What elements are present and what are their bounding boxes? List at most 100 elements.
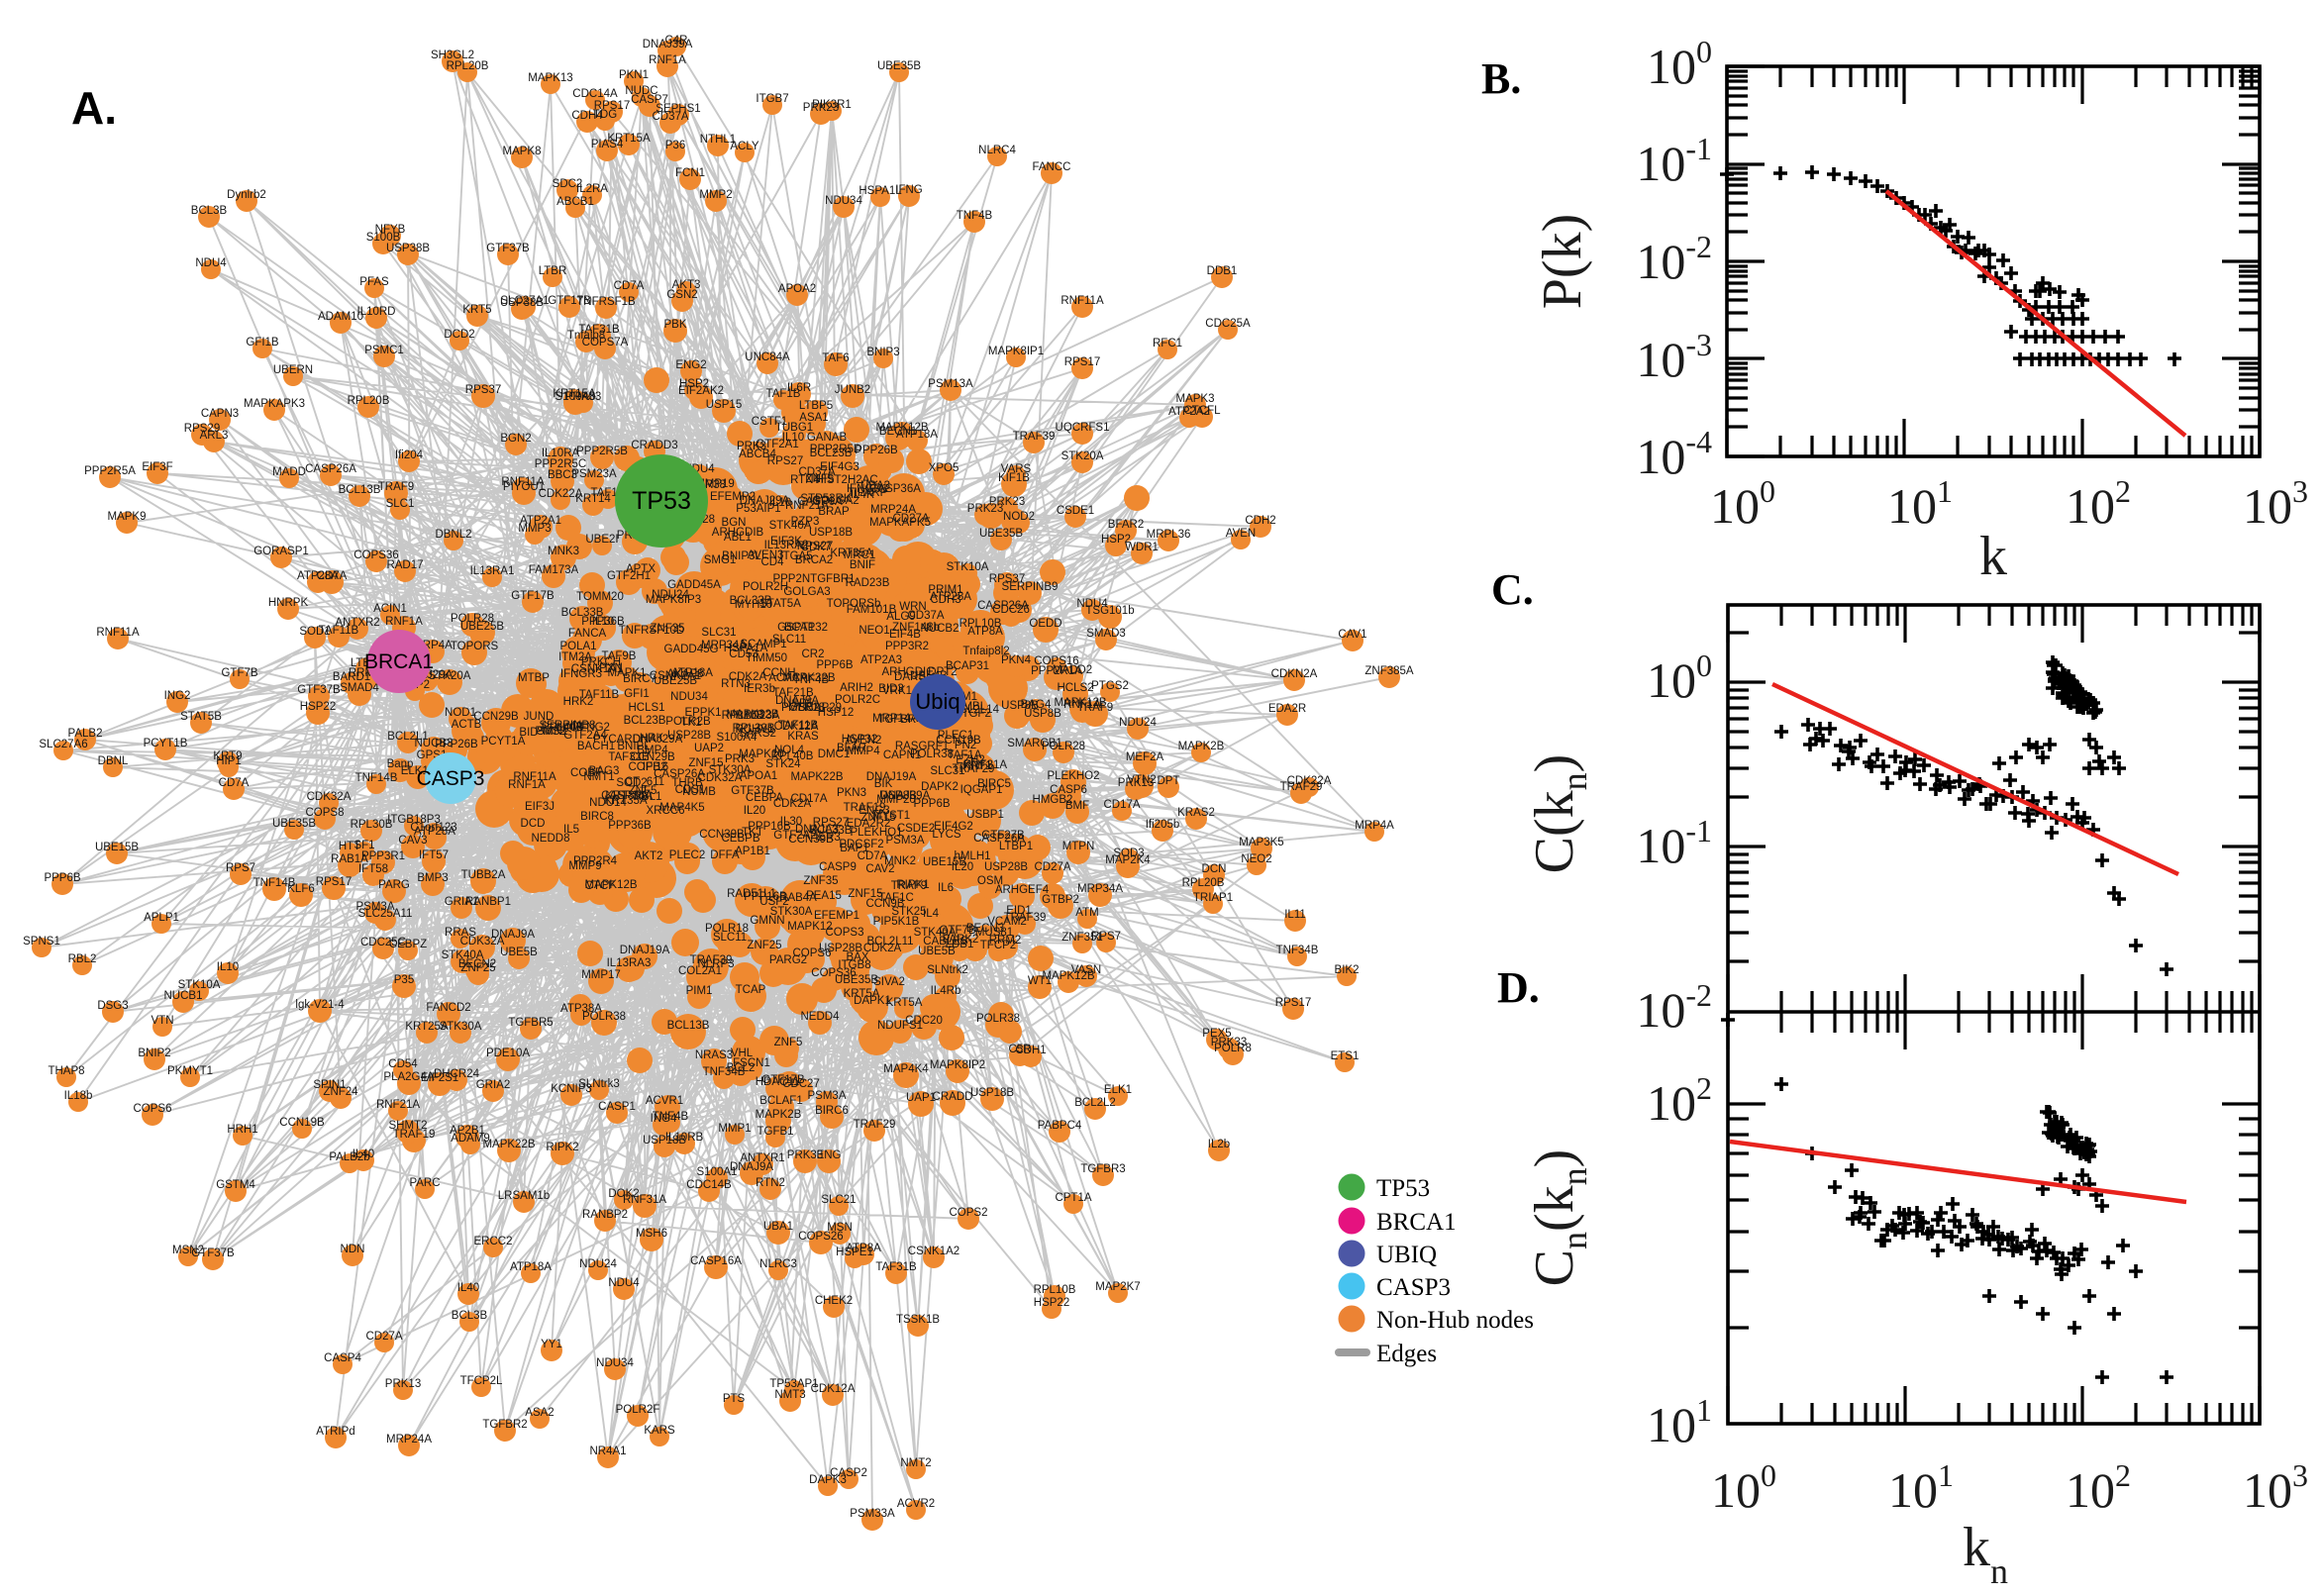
svg-text:MTBP: MTBP [518,672,550,684]
svg-text:SLC25A11: SLC25A11 [358,908,413,920]
svg-text:ANTXR2: ANTXR2 [335,617,379,629]
svg-text:EPPK1: EPPK1 [684,707,721,719]
svg-text:BECN3: BECN3 [966,923,1004,935]
svg-text:C4R: C4R [664,35,687,47]
svg-text:CDK12A: CDK12A [774,721,819,733]
svg-text:RPL20B: RPL20B [1182,877,1225,889]
svg-text:UBERN: UBERN [273,364,313,376]
svg-text:AKT3: AKT3 [672,279,701,291]
svg-text:MRP34A: MRP34A [701,640,747,651]
svg-text:RTN2: RTN2 [756,1177,785,1189]
svg-text:CCNH: CCNH [762,667,795,679]
svg-text:CCN29B: CCN29B [630,751,675,763]
svg-text:DNAJ9A: DNAJ9A [730,1161,773,1173]
svg-text:LTBR: LTBR [539,265,567,277]
svg-text:KARS: KARS [644,1425,675,1437]
svg-text:PLEC1: PLEC1 [938,730,973,742]
svg-text:EID1: EID1 [1006,905,1032,917]
svg-text:BID3: BID3 [878,683,904,695]
svg-text:FCN1: FCN1 [675,167,705,179]
svg-text:VTN: VTN [152,1015,174,1027]
svg-text:MSN2: MSN2 [172,1245,204,1256]
svg-text:RPS27: RPS27 [813,817,849,829]
svg-text:DHCR24: DHCR24 [434,1068,480,1080]
svg-text:KRT5A: KRT5A [844,988,880,1000]
svg-text:YY1: YY1 [541,1339,562,1350]
svg-text:APTX: APTX [626,563,656,575]
svg-text:SLNtrk2: SLNtrk2 [927,964,968,976]
svg-text:CD37A: CD37A [798,466,835,478]
svg-text:CAV2: CAV2 [865,863,894,875]
svg-text:PRKCH: PRKCH [581,656,621,668]
svg-text:UBE15B: UBE15B [95,842,139,853]
svg-text:DNAJ29A: DNAJ29A [633,734,683,746]
svg-text:TUBB2A: TUBB2A [461,869,506,881]
svg-text:PLEKHO1: PLEKHO1 [850,827,902,839]
svg-text:k: k [1979,526,2007,587]
svg-text:TP53AP1: TP53AP1 [769,1378,818,1390]
svg-text:NMT2: NMT2 [900,1457,931,1469]
svg-text:POLA1: POLA1 [559,641,596,652]
svg-text:MMP4: MMP4 [847,746,880,757]
svg-text:ASA2: ASA2 [525,1407,554,1419]
svg-text:KRT25A: KRT25A [405,1021,449,1033]
svg-text:ERCC2: ERCC2 [474,1236,513,1247]
svg-text:HSP22: HSP22 [1034,1297,1069,1309]
svg-text:CABLES: CABLES [923,936,968,948]
svg-text:LTBP1: LTBP1 [999,841,1033,852]
svg-text:BMP3: BMP3 [417,872,448,884]
svg-text:HRH1: HRH1 [227,1124,257,1136]
svg-text:PN2: PN2 [955,740,976,751]
svg-text:C5R: C5R [1008,1044,1031,1055]
svg-text:UBE5B: UBE5B [918,946,956,957]
svg-text:IL2b: IL2b [1208,1139,1230,1150]
svg-text:MAPK12B: MAPK12B [584,879,637,891]
svg-text:BIK: BIK [874,778,893,790]
svg-text:APOA1: APOA1 [740,770,777,782]
svg-text:TDG: TDG [593,109,617,121]
svg-text:ACTB: ACTB [452,719,482,731]
svg-text:CD27A: CD27A [1034,861,1070,873]
svg-text:CASP26A: CASP26A [973,833,1025,845]
svg-text:ZNF15: ZNF15 [860,812,895,824]
svg-text:USP18B: USP18B [643,1135,686,1147]
svg-text:HIST2H2AC: HIST2H2AC [815,474,877,486]
svg-text:Cn(kn): Cn(kn) [1524,1149,1594,1287]
svg-text:BCAP29: BCAP29 [798,702,842,714]
svg-text:ATP18A: ATP18A [510,1261,552,1273]
svg-text:IFT58: IFT58 [358,863,388,875]
svg-text:PRK23: PRK23 [989,496,1025,508]
svg-text:USP8B: USP8B [1001,700,1039,712]
svg-text:IFNGR3: IFNGR3 [560,668,602,680]
svg-text:PEA15: PEA15 [806,890,842,902]
svg-text:OEDD: OEDD [1029,618,1061,630]
svg-text:MEF2A: MEF2A [1126,751,1164,763]
svg-text:MAPK32B: MAPK32B [726,709,778,721]
svg-text:RAD17: RAD17 [386,559,423,571]
svg-text:UBIQ: UBIQ [1376,1242,1437,1268]
svg-text:DNAJ29A: DNAJ29A [740,495,790,507]
svg-text:ELK1: ELK1 [1104,1084,1132,1096]
svg-text:ATP18A: ATP18A [896,429,938,441]
svg-text:ZNF35: ZNF35 [650,623,684,635]
svg-text:NDU34: NDU34 [670,691,708,703]
svg-text:KRT35A: KRT35A [830,548,873,559]
svg-text:IL10RA: IL10RA [542,448,580,459]
svg-text:CCN29B: CCN29B [473,711,519,723]
svg-text:DFFA: DFFA [710,849,740,861]
svg-text:WT1: WT1 [1028,975,1052,987]
svg-text:CASP26A: CASP26A [305,463,356,475]
svg-text:MAPKAPK3: MAPKAPK3 [244,398,305,410]
svg-text:VRK1: VRK1 [882,685,912,697]
svg-text:CAPN1: CAPN1 [883,749,921,761]
svg-text:NDN: NDN [341,1244,365,1255]
svg-text:CDKN2A: CDKN2A [1271,668,1318,680]
svg-text:TFCP2: TFCP2 [980,940,1016,951]
svg-text:RNF21A: RNF21A [785,500,829,512]
svg-text:TGFB1: TGFB1 [757,1126,793,1138]
svg-text:GANAB: GANAB [807,432,848,444]
svg-text:IL13RA1: IL13RA1 [470,565,515,577]
svg-text:STAT5A: STAT5A [759,598,801,610]
svg-text:KRT1: KRT1 [962,760,991,772]
svg-text:SHMT2: SHMT2 [389,1120,428,1132]
